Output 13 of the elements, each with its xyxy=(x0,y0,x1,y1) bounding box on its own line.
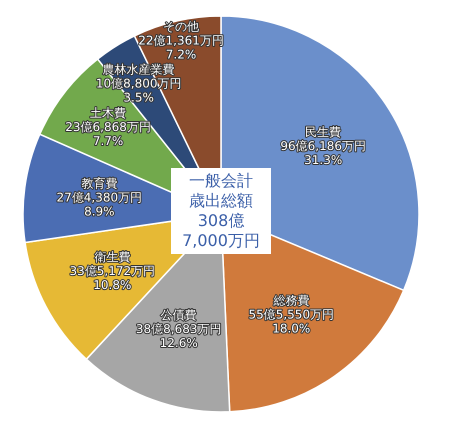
data-label: 38億8,683万円 12.6% xyxy=(136,322,222,350)
slice-label: その他 xyxy=(163,19,200,34)
slice-label: 総務費 xyxy=(272,294,310,308)
data-label: 33億5,172万円 10.8% xyxy=(70,264,156,292)
slice-label: 民生費 xyxy=(305,124,342,139)
center-title: 一般会計歳出総額 308億7,000万円 xyxy=(171,168,271,254)
slice-label: 教育費 xyxy=(81,176,118,190)
slice-label: 公債費 xyxy=(160,308,197,322)
slice-label: 衛生費 xyxy=(94,250,130,264)
data-label: 96億6,186万円 31.3% xyxy=(280,138,366,167)
data-label: 27億4,380万円 8.9% xyxy=(56,190,142,218)
data-label: 55億5,550万円 18.0% xyxy=(248,308,334,336)
slice-label: 土木費 xyxy=(90,106,126,120)
